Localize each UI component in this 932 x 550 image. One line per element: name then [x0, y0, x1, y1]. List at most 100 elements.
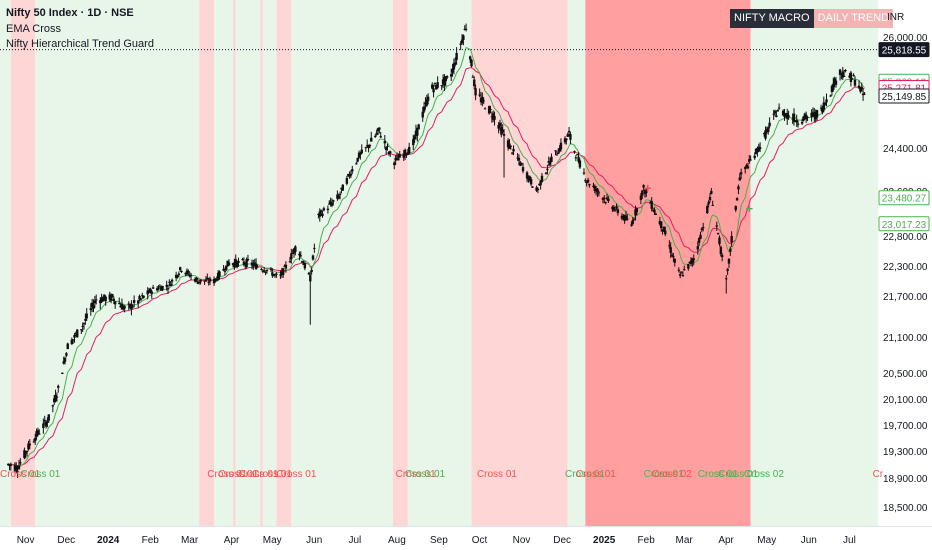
candle-body — [367, 145, 370, 149]
candle-body — [252, 264, 255, 267]
candle-body — [462, 35, 465, 41]
candle-body — [565, 138, 568, 141]
candle-body — [762, 133, 766, 135]
candle-body — [426, 96, 430, 101]
candle-body — [74, 333, 78, 335]
candle-body — [246, 258, 250, 261]
candle-body — [574, 157, 578, 159]
candle-body — [445, 76, 449, 78]
candle-body — [57, 385, 60, 388]
candle-body — [158, 286, 162, 288]
candle-body — [378, 127, 381, 130]
price-tick-label: 18,900.00 — [883, 474, 928, 485]
cross-label: Cross 01 — [276, 469, 316, 480]
time-tick-label: Jul — [843, 535, 856, 546]
candle-body — [699, 234, 702, 239]
candle-body — [338, 193, 342, 195]
cross-marker-icon: + — [644, 180, 652, 195]
candle-body — [775, 115, 778, 118]
candle-body — [65, 353, 68, 356]
candle-body — [787, 115, 790, 118]
candle-body — [815, 110, 819, 118]
regime-band-bull — [262, 0, 277, 526]
candle-body — [425, 99, 429, 106]
candle-body — [783, 112, 786, 117]
candle-body — [529, 179, 533, 185]
regime-band-bull — [35, 0, 200, 526]
candle-body — [804, 114, 808, 120]
price-tag-box — [878, 190, 930, 206]
candle-body — [832, 83, 835, 91]
candle-body — [444, 76, 447, 82]
candle-body — [402, 153, 405, 158]
candle-body — [852, 74, 855, 76]
price-tag-label: 25,149.85 — [882, 92, 927, 103]
candle-body — [271, 272, 274, 276]
candle-body — [422, 106, 426, 112]
candle-body — [386, 145, 389, 147]
candle-body — [764, 130, 767, 139]
candle-body — [122, 306, 125, 310]
candle-body — [830, 85, 834, 92]
candle-body — [662, 226, 666, 232]
candle-body — [441, 79, 445, 85]
candle-body — [668, 245, 671, 247]
candle-body — [528, 176, 531, 181]
cross-label: Cross 01 — [0, 469, 40, 480]
candle-body — [384, 147, 388, 151]
candle-body — [100, 297, 103, 303]
candle-body — [322, 208, 326, 211]
candle-body — [231, 263, 235, 266]
candle-body — [772, 113, 775, 115]
candle-body — [615, 206, 618, 208]
candle-body — [174, 274, 178, 278]
candle-body — [47, 414, 50, 421]
candle-body — [34, 437, 37, 442]
cross-label: Cross 01 — [477, 469, 517, 480]
time-tick-label: Sep — [430, 535, 448, 546]
cross-marker-icon: + — [745, 201, 753, 216]
candle-body — [737, 186, 740, 190]
candle-body — [501, 129, 504, 133]
time-tick-label: Nov — [513, 535, 531, 546]
candle-body — [604, 202, 607, 204]
candle-body — [792, 113, 796, 123]
candle-body — [309, 275, 312, 282]
candle-body — [623, 215, 626, 221]
candle-body — [697, 238, 701, 243]
candle-body — [489, 108, 492, 110]
price-tag-box — [878, 216, 930, 232]
indicator-ema-cross[interactable]: EMA Cross — [6, 23, 62, 35]
candle-body — [395, 156, 399, 158]
candle-body — [548, 161, 552, 166]
cross-label: Cross 01 — [218, 469, 258, 480]
candle-body — [379, 136, 382, 138]
candle-body — [758, 147, 762, 150]
candle-body — [66, 343, 69, 350]
candle-body — [160, 287, 163, 291]
candle-body — [848, 75, 851, 78]
price-tag-box — [878, 88, 930, 104]
candle-body — [478, 94, 481, 96]
candle-body — [773, 110, 777, 114]
candle-body — [99, 300, 102, 304]
candle-body — [71, 339, 75, 341]
price-tag-box — [878, 42, 930, 58]
candle-body — [245, 259, 248, 267]
candle-body — [272, 274, 275, 276]
candle-body — [416, 127, 419, 136]
candle-body — [398, 154, 401, 158]
candle-body — [336, 194, 339, 199]
candle-body — [596, 188, 599, 193]
candle-body — [161, 286, 164, 290]
candle-body — [365, 145, 369, 147]
candle-body — [38, 433, 41, 435]
indicator-trend-guard[interactable]: Nifty Hierarchical Trend Guard — [6, 38, 154, 50]
candle-body — [35, 431, 38, 437]
candle-body — [291, 253, 294, 255]
candle-body — [689, 260, 693, 265]
candle-body — [491, 113, 495, 120]
candle-body — [332, 200, 335, 202]
